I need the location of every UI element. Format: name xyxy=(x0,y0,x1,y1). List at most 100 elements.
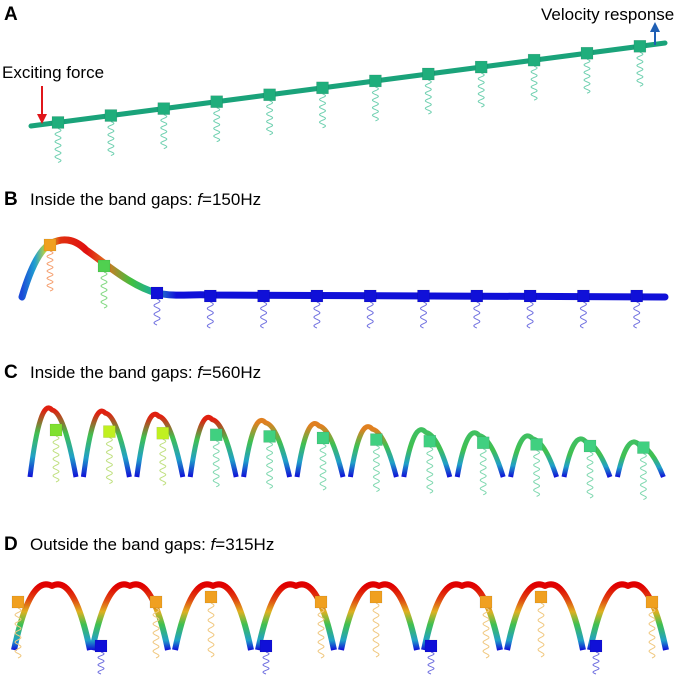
spring-10 xyxy=(583,58,591,94)
spring-8 xyxy=(482,607,490,659)
mass-8 xyxy=(479,595,493,609)
springs-panel-d xyxy=(14,602,656,675)
panel-b-title: B Inside the band gaps: f=150Hz xyxy=(4,189,261,210)
mass-2 xyxy=(156,426,170,440)
spring-1 xyxy=(107,121,115,157)
exciting-force-label: Exciting force xyxy=(2,63,104,82)
spring-1 xyxy=(105,437,113,485)
spring-0 xyxy=(14,607,22,659)
panel-c-caption: Inside the band gaps: f=560Hz xyxy=(30,363,261,382)
mass-4 xyxy=(263,430,276,443)
beam-arch-0 xyxy=(11,581,93,651)
spring-7 xyxy=(419,301,428,329)
spring-11 xyxy=(636,51,644,87)
spring-8 xyxy=(473,301,481,329)
spring-0 xyxy=(52,435,60,483)
spring-1 xyxy=(100,271,108,309)
spring-3 xyxy=(212,440,220,488)
beam-arch-7 xyxy=(587,581,669,651)
beam-arch-6 xyxy=(347,424,399,478)
spring-10 xyxy=(592,651,600,675)
mass-9 xyxy=(530,438,543,451)
panel-b-letter: B xyxy=(4,189,18,210)
mass-0 xyxy=(51,116,65,129)
panel-b-freq-symbol: f xyxy=(197,190,204,209)
springs-panel-a xyxy=(54,51,644,163)
mass-5 xyxy=(316,431,330,445)
panel-c-caption-text: Inside the band gaps: xyxy=(30,363,197,382)
mass-0 xyxy=(43,238,57,252)
beam-mode-560hz xyxy=(27,405,666,478)
mass-6 xyxy=(363,289,377,303)
spring-9 xyxy=(526,301,534,329)
mass-11 xyxy=(630,289,643,303)
spring-7 xyxy=(424,79,432,115)
spring-6 xyxy=(371,86,379,122)
mass-7 xyxy=(423,434,437,448)
panel-a-title: A xyxy=(4,4,18,25)
spring-7 xyxy=(426,446,434,494)
mass-2 xyxy=(150,286,164,300)
mass-0 xyxy=(49,423,63,437)
velocity-response-label: Velocity response xyxy=(541,5,674,24)
mass-4 xyxy=(263,88,276,102)
force-arrow xyxy=(37,86,47,124)
beam-arch-4 xyxy=(338,581,420,651)
spring-7 xyxy=(427,651,435,675)
masses-panel-d xyxy=(11,590,659,653)
beam-arch-8 xyxy=(454,430,506,478)
mass-2 xyxy=(149,595,163,609)
spring-3 xyxy=(206,301,214,329)
panel-b-caption: Inside the band gaps: f=150Hz xyxy=(30,190,261,209)
spring-3 xyxy=(207,602,215,658)
mass-5 xyxy=(316,81,329,95)
spring-9 xyxy=(537,602,545,658)
springs-panel-c xyxy=(52,435,647,501)
mass-10 xyxy=(580,46,594,60)
spring-2 xyxy=(152,607,160,659)
beam-arch-1 xyxy=(89,581,171,651)
spring-11 xyxy=(648,607,656,659)
spring-5 xyxy=(313,301,321,329)
mass-5 xyxy=(314,595,328,609)
beam-arch-6 xyxy=(504,581,586,651)
beam-arch-2 xyxy=(172,581,254,651)
spring-11 xyxy=(639,453,647,501)
mass-8 xyxy=(476,436,490,450)
panel-d-caption: Outside the band gaps: f=315Hz xyxy=(30,535,274,554)
response-arrow xyxy=(650,22,660,45)
spring-3 xyxy=(213,107,221,143)
springs-panel-b xyxy=(46,250,641,329)
beam-arch-5 xyxy=(421,581,503,651)
mass-11 xyxy=(633,40,647,53)
mass-4 xyxy=(259,639,273,653)
beam-arch-3 xyxy=(187,415,239,478)
mass-7 xyxy=(417,289,430,303)
spring-8 xyxy=(479,448,487,496)
mass-8 xyxy=(470,289,484,303)
spring-2 xyxy=(159,438,167,486)
beam-arch-4 xyxy=(241,418,293,478)
mass-10 xyxy=(577,289,590,303)
spring-4 xyxy=(262,651,270,675)
masses-panel-a xyxy=(51,40,647,129)
panel-c-title: C Inside the band gaps: f=560Hz xyxy=(4,362,261,383)
mass-10 xyxy=(583,439,597,453)
mass-11 xyxy=(637,441,650,454)
mass-6 xyxy=(369,74,382,88)
mass-2 xyxy=(157,102,171,115)
mass-6 xyxy=(370,433,383,446)
spring-2 xyxy=(160,114,168,150)
mass-3 xyxy=(210,95,223,108)
mass-10 xyxy=(589,639,603,653)
spring-0 xyxy=(54,128,62,163)
spring-2 xyxy=(153,298,161,326)
mass-0 xyxy=(11,595,25,609)
mass-7 xyxy=(424,639,438,653)
beam-arch-1 xyxy=(80,408,132,478)
spring-11 xyxy=(633,301,641,329)
mass-9 xyxy=(527,53,541,67)
mass-7 xyxy=(422,67,435,81)
beam-static xyxy=(28,40,668,129)
